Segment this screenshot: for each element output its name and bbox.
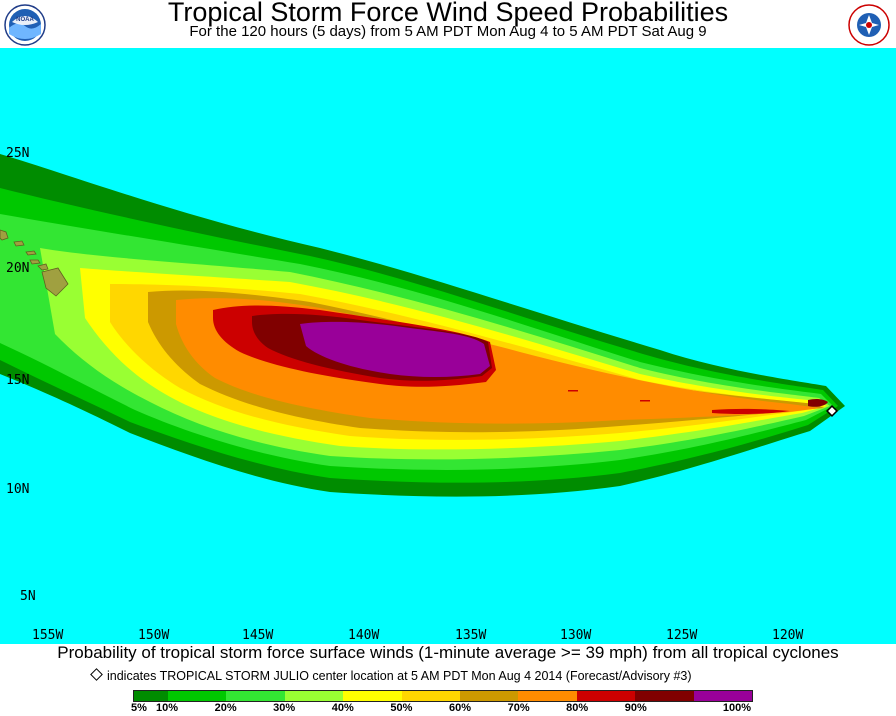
legend-label-100pct: 100%	[722, 702, 752, 714]
legend-label-90pct: 90%	[624, 702, 647, 714]
legend-swatch-8	[518, 691, 577, 701]
lon-label-155w: 155W	[32, 628, 63, 643]
legend-label-5pct: 5%	[131, 702, 147, 714]
lon-label-135w: 135W	[455, 628, 486, 643]
band-70pct-fleck-2	[640, 400, 650, 402]
band-80pct-origin	[712, 408, 790, 415]
nws-logo	[848, 4, 890, 46]
legend-swatch-6	[401, 691, 460, 701]
legend-label-60pct: 60%	[448, 702, 472, 714]
hawaiian-islands	[0, 229, 69, 297]
lon-label-140w: 140W	[348, 628, 379, 643]
lon-label-120w: 120W	[772, 628, 803, 643]
legend-color-bar	[133, 690, 753, 702]
legend-swatch-5	[343, 691, 402, 701]
band-90pct-origin	[808, 398, 828, 407]
lon-label-125w: 125W	[666, 628, 697, 643]
lat-label-10n: 10N	[6, 482, 29, 497]
header: NOAA Tropical Storm Force Wind Speed Pro…	[0, 0, 896, 48]
noaa-logo: NOAA	[4, 4, 46, 46]
legend-label-40pct: 40%	[331, 702, 354, 714]
lon-label-145w: 145W	[242, 628, 273, 643]
legend-label-80pct: 80%	[566, 702, 589, 714]
lat-label-25n: 25N	[6, 146, 29, 161]
lat-label-15n: 15N	[6, 373, 29, 388]
map-caption: Probability of tropical storm force surf…	[57, 643, 839, 662]
legend-label-50pct: 50%	[390, 702, 413, 714]
legend-swatch-2	[167, 691, 227, 701]
storm-center-diamond	[825, 404, 839, 418]
legend-label-10pct: 10%	[155, 702, 179, 714]
legend-swatch-3	[226, 691, 285, 701]
longitude-labels: 155W 150W 145W 140W 135W 130W 125W 120W	[32, 628, 803, 643]
legend-swatch-9	[576, 691, 636, 701]
legend-label-30pct: 30%	[273, 702, 296, 714]
page-subtitle: For the 120 hours (5 days) from 5 AM PDT…	[189, 23, 707, 40]
legend-swatch-1	[134, 691, 168, 701]
storm-location-note-text: indicates TROPICAL STORM JULIO center lo…	[107, 669, 692, 683]
band-70pct-fleck-1	[568, 390, 578, 392]
band-100pct	[300, 321, 490, 377]
legend-label-20pct: 20%	[214, 702, 237, 714]
legend-swatch-10	[635, 691, 694, 701]
page-title: Tropical Storm Force Wind Speed Probabil…	[167, 0, 729, 27]
lat-label-5n: 5N	[20, 589, 36, 604]
latitude-labels: 25N 20N 15N 10N 5N	[6, 146, 36, 604]
storm-location-note: indicates TROPICAL STORM JULIO center lo…	[90, 668, 692, 683]
legend-swatch-11	[693, 691, 752, 701]
noaa-logo-text: NOAA	[16, 17, 34, 23]
probability-map: 25N 20N 15N 10N 5N 155W 150W 145W 140W 1…	[0, 48, 896, 644]
legend-label-70pct: 70%	[507, 702, 530, 714]
legend-swatch-7	[459, 691, 519, 701]
lon-label-130w: 130W	[560, 628, 591, 643]
lat-label-20n: 20N	[6, 261, 29, 276]
lon-label-150w: 150W	[138, 628, 169, 643]
legend-swatch-4	[284, 691, 344, 701]
storm-marker-icon	[90, 668, 103, 681]
